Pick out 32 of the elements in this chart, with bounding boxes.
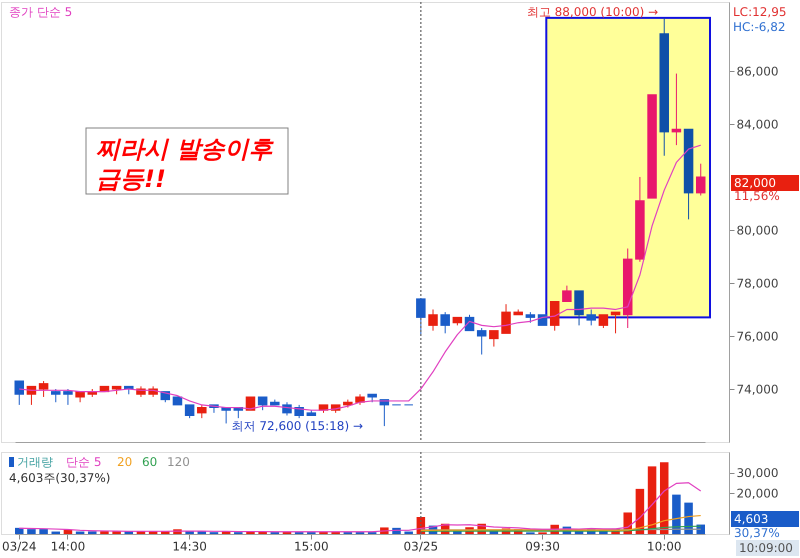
text: 60 — [142, 455, 158, 469]
y-tick-label: 78,000 — [736, 276, 778, 290]
y-tick-label: 76,000 — [736, 329, 778, 344]
x-tick-label: 14:30 — [172, 540, 207, 554]
text: 120 — [167, 455, 190, 469]
x-tick-label: 03/24 — [2, 540, 37, 554]
annotation: 최저 72,600 (15:18) → — [232, 419, 363, 433]
y-tick-label: 80,000 — [736, 223, 778, 238]
x-tick-label: 15:00 — [294, 540, 329, 554]
y-tick-label: 74,000 — [736, 382, 778, 396]
legend-label: 거래량 — [17, 455, 53, 469]
text: 20 — [117, 455, 132, 469]
text: 30,37% — [734, 526, 780, 540]
text: 82,000 — [734, 176, 776, 190]
y-tick-label: 86,000 — [736, 64, 778, 78]
y-tick-label: 30,000 — [736, 466, 778, 480]
annotation: 4,603주(30,37%) — [9, 471, 110, 485]
annotation: 찌라시 발송이후 급등!! — [96, 135, 274, 193]
y-tick-label: 20,000 — [736, 486, 778, 500]
annotation: 최고 88,000 (10:00) → — [526, 4, 658, 19]
x-tick-label: 03/25 — [404, 540, 438, 554]
text: 종가 단순 5 — [9, 5, 72, 19]
text: LC:12,95 — [733, 5, 786, 19]
text: 10:09:00 — [739, 541, 793, 555]
y-tick-label: 84,000 — [736, 117, 778, 132]
text: HC:-6,82 — [733, 20, 786, 34]
text: 4,603 — [734, 512, 768, 526]
x-tick-label: 09:30 — [525, 540, 560, 554]
x-tick-label: 14:00 — [50, 540, 86, 554]
text: 11,56% — [734, 189, 780, 203]
x-tick-label: 10:00 — [646, 540, 682, 554]
text: 단순 5 — [66, 455, 102, 469]
